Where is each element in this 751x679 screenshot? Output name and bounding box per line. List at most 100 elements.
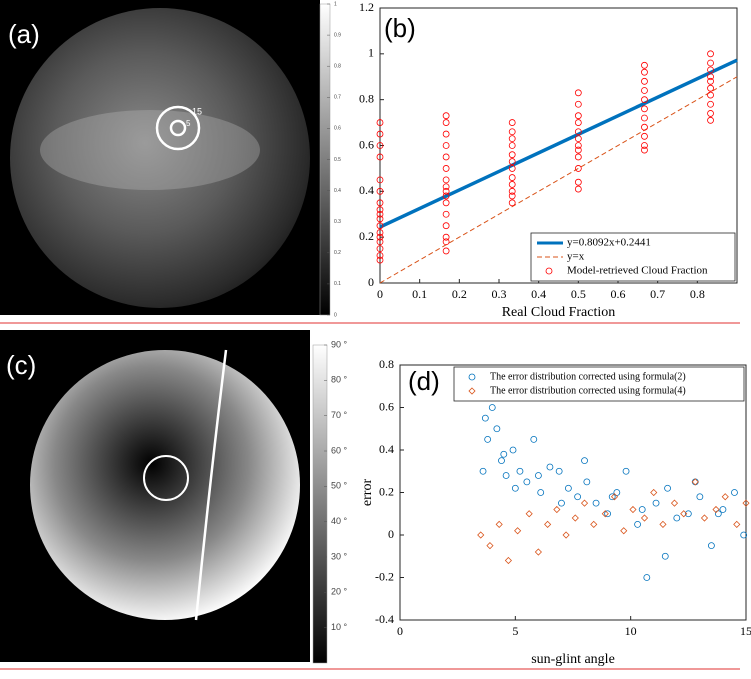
legend-box [530, 232, 736, 282]
point [508, 199, 516, 207]
point [571, 514, 579, 522]
point [495, 520, 503, 528]
point [574, 493, 582, 501]
point [442, 233, 450, 241]
point [707, 66, 714, 74]
point [376, 199, 384, 207]
y-tick-label: 0.6 [359, 137, 374, 151]
colorbar-tick-label: 0.1 [334, 281, 341, 287]
point [442, 183, 450, 191]
panel-label: (a) [8, 19, 40, 49]
point [508, 174, 516, 181]
point [442, 238, 450, 246]
colorbar-tick-label: 0.3 [334, 219, 341, 225]
point [376, 233, 384, 241]
colorbar-tick-label: 0.4 [334, 188, 341, 194]
point [707, 84, 714, 92]
colorbar-tick-label: 50 ° [331, 481, 348, 491]
point [652, 499, 660, 507]
legend-label: The error distribution corrected using f… [490, 371, 686, 382]
point [504, 556, 512, 565]
x-tick-label: 0 [377, 287, 383, 301]
point [508, 119, 516, 126]
legend-marker [545, 267, 553, 275]
point [376, 215, 384, 223]
panel-label: (b) [384, 13, 416, 43]
point [442, 222, 450, 230]
point [442, 165, 450, 172]
point [523, 478, 531, 486]
point [721, 493, 729, 501]
point [509, 446, 517, 454]
point [442, 112, 450, 120]
y-tick-label: -0.2 [375, 569, 394, 583]
point [731, 489, 738, 496]
point [634, 520, 641, 528]
point [620, 527, 628, 535]
y-tick-label: 0.2 [359, 229, 374, 243]
y-tick-label: 0 [368, 275, 374, 289]
point [604, 510, 611, 518]
colorbar-tick-label: 20 ° [331, 587, 348, 597]
annotation: 15 [192, 106, 202, 116]
point [498, 457, 505, 465]
legend-marker [468, 387, 476, 395]
point [488, 404, 496, 411]
point [555, 467, 563, 475]
x-tick-label: 0 [397, 624, 403, 638]
point [708, 542, 715, 550]
point [376, 187, 384, 195]
axes-frame [399, 364, 747, 621]
point [707, 50, 714, 58]
point [376, 206, 384, 214]
point [508, 158, 516, 165]
point [691, 478, 699, 486]
point [664, 484, 671, 492]
legend-label: The error distribution corrected using f… [490, 385, 686, 396]
point [670, 499, 679, 507]
point [508, 192, 516, 200]
y-tick-label: 0.8 [359, 91, 374, 105]
point [376, 222, 384, 230]
point [376, 153, 384, 161]
y-tick-label: 0.6 [379, 399, 394, 413]
glint-disk [30, 350, 300, 620]
series-line [379, 76, 738, 284]
point [643, 574, 651, 581]
point [581, 457, 588, 465]
point [376, 142, 384, 149]
point [534, 548, 542, 556]
point [707, 73, 714, 81]
point [574, 89, 582, 97]
point [592, 499, 600, 507]
x-axis-label: Real Cloud Fraction [502, 305, 616, 320]
point [442, 247, 450, 255]
y-tick-label: 0.2 [379, 484, 394, 498]
point [661, 552, 669, 560]
point [508, 135, 516, 143]
point [530, 435, 538, 443]
colorbar-tick-label: 70 ° [331, 410, 348, 420]
point [537, 489, 545, 496]
point [641, 96, 648, 104]
colorbar-tick-label: 1 [334, 1, 337, 7]
point [508, 181, 516, 188]
point [742, 499, 750, 507]
x-axis-label: sun-glint angle [531, 652, 615, 667]
point [590, 520, 598, 528]
x-tick-label: 0.1 [412, 287, 427, 301]
point [484, 435, 492, 443]
point [707, 91, 714, 99]
point [712, 505, 720, 514]
colorbar-tick-label: 10 ° [331, 622, 348, 632]
legend-box [453, 366, 745, 402]
x-tick-label: 5 [512, 624, 518, 638]
series-line [379, 58, 738, 229]
colorbar-tick-label: 40 ° [331, 516, 348, 526]
scan-line [194, 349, 228, 621]
point [442, 176, 450, 184]
point [574, 100, 582, 108]
point [525, 510, 533, 518]
point [650, 488, 658, 497]
point [574, 178, 582, 186]
